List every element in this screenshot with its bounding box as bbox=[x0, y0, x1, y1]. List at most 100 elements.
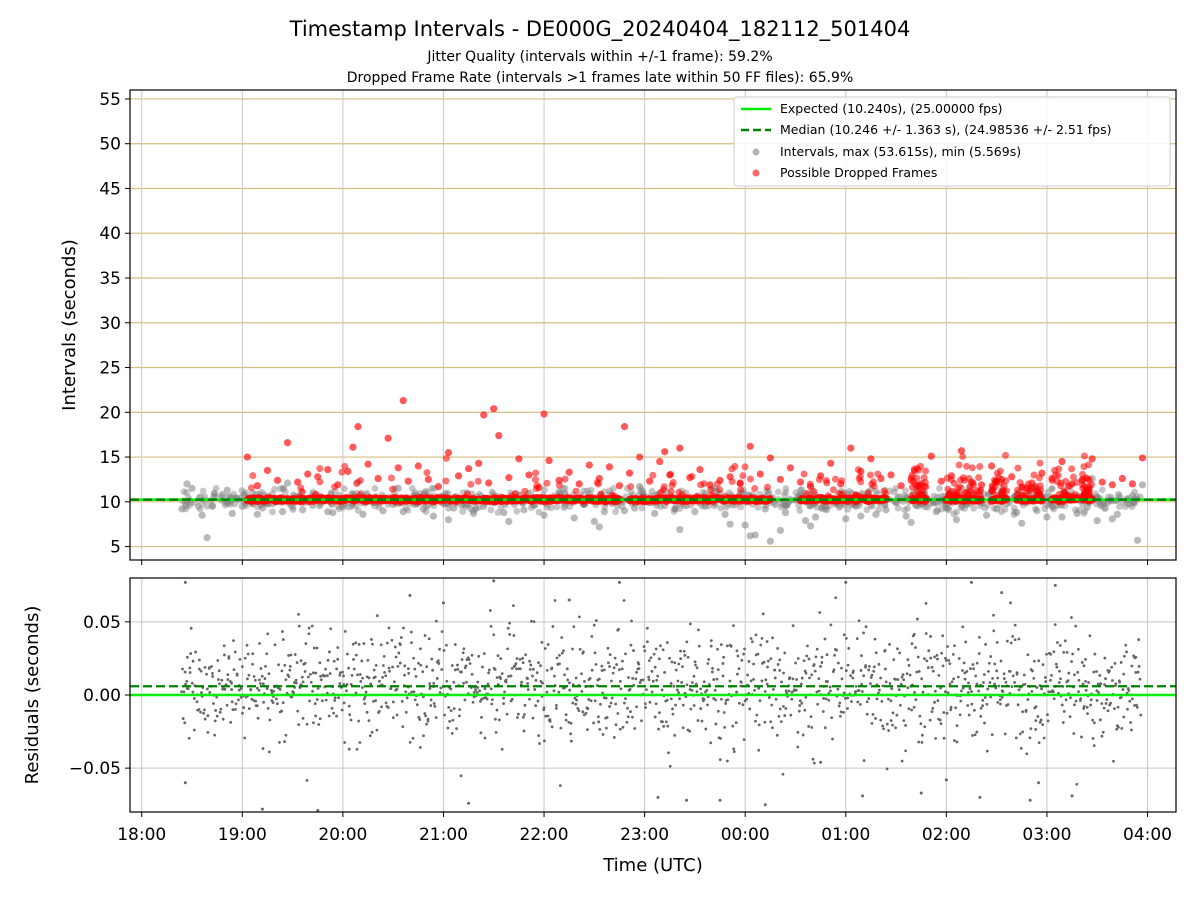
dropped-frame-point bbox=[913, 474, 921, 482]
residual-point bbox=[1052, 650, 1056, 654]
residual-point bbox=[923, 725, 927, 729]
residual-outlier-point bbox=[617, 580, 621, 584]
residual-point bbox=[999, 702, 1002, 706]
interval-point bbox=[424, 488, 432, 496]
interval-point bbox=[198, 511, 206, 519]
residual-point bbox=[305, 722, 309, 726]
residual-point bbox=[352, 667, 356, 671]
interval-point bbox=[230, 490, 238, 498]
interval-point bbox=[936, 484, 943, 492]
interval-point bbox=[857, 512, 865, 520]
residual-point bbox=[1080, 735, 1083, 739]
residual-point bbox=[702, 697, 706, 701]
residual-point bbox=[507, 674, 510, 678]
dropped-frame-point bbox=[741, 463, 749, 471]
residual-point bbox=[880, 700, 884, 703]
residual-point bbox=[1127, 689, 1131, 692]
dropped-frame-point bbox=[555, 476, 563, 484]
residual-point bbox=[526, 682, 530, 685]
residual-point bbox=[387, 626, 391, 630]
residual-point bbox=[713, 688, 717, 692]
interval-point bbox=[938, 505, 946, 513]
residual-point bbox=[377, 679, 381, 683]
residual-point bbox=[895, 713, 899, 717]
residual-point bbox=[995, 669, 999, 673]
interval-point bbox=[1048, 503, 1056, 511]
residual-point bbox=[820, 661, 824, 664]
residual-point bbox=[504, 680, 508, 684]
residual-point bbox=[946, 691, 950, 695]
dropped-frame-point bbox=[731, 462, 739, 470]
residual-point bbox=[518, 658, 522, 661]
interval-point bbox=[191, 499, 199, 507]
residual-point bbox=[553, 599, 557, 602]
residual-point bbox=[406, 667, 410, 671]
interval-point bbox=[570, 514, 578, 522]
dropped-frame-point bbox=[490, 405, 498, 413]
residual-point bbox=[191, 659, 195, 663]
interval-point bbox=[181, 500, 189, 508]
residual-point bbox=[1119, 696, 1123, 699]
residual-point bbox=[277, 663, 280, 667]
dropped-frame-point bbox=[615, 482, 624, 490]
residual-point bbox=[856, 700, 860, 704]
residual-point bbox=[846, 696, 850, 700]
residual-point bbox=[305, 779, 309, 782]
figure-title: Timestamp Intervals - DE000G_20240404_18… bbox=[289, 17, 911, 42]
interval-point bbox=[726, 520, 734, 528]
residual-point bbox=[574, 702, 578, 706]
dropped-frame-point bbox=[1128, 480, 1137, 488]
dropped-frame-point bbox=[667, 487, 675, 495]
residual-point bbox=[790, 697, 794, 701]
residual-point bbox=[946, 645, 949, 648]
residual-point bbox=[671, 707, 674, 711]
residual-point bbox=[928, 718, 932, 722]
residual-point bbox=[986, 687, 990, 691]
residual-point bbox=[892, 658, 896, 661]
residual-point bbox=[219, 707, 223, 711]
dropped-frame-point bbox=[751, 485, 759, 493]
residual-point bbox=[763, 720, 767, 724]
residual-point bbox=[797, 709, 801, 713]
residual-point bbox=[649, 656, 653, 660]
residual-point bbox=[432, 681, 436, 685]
residual-point bbox=[1064, 698, 1068, 702]
residual-point bbox=[732, 624, 735, 628]
residual-point bbox=[200, 691, 203, 695]
residual-point bbox=[958, 713, 962, 717]
residual-point bbox=[702, 680, 706, 684]
dropped-frame-point bbox=[572, 487, 580, 495]
residual-point bbox=[658, 711, 661, 715]
interval-point bbox=[299, 506, 307, 514]
residual-point bbox=[1089, 698, 1093, 702]
dropped-frame-point bbox=[1088, 480, 1096, 488]
residual-point bbox=[643, 649, 647, 653]
residual-point bbox=[654, 702, 658, 706]
residual-point bbox=[714, 698, 718, 702]
residual-point bbox=[255, 704, 259, 708]
residual-point bbox=[735, 690, 739, 694]
residual-point bbox=[303, 670, 307, 673]
interval-point bbox=[421, 487, 429, 495]
residual-point bbox=[914, 698, 918, 702]
dropped-frame-point bbox=[434, 482, 443, 491]
residual-point bbox=[1029, 727, 1033, 731]
residual-point bbox=[425, 722, 429, 726]
residual-point bbox=[283, 740, 287, 743]
interval-point bbox=[194, 503, 202, 510]
residual-point bbox=[487, 671, 491, 675]
residual-point bbox=[500, 672, 504, 675]
residual-point bbox=[399, 636, 403, 639]
residual-point bbox=[340, 708, 344, 712]
residual-point bbox=[408, 741, 412, 744]
interval-point bbox=[823, 506, 831, 514]
interval-point bbox=[1101, 505, 1108, 512]
residual-point bbox=[784, 689, 788, 693]
residual-point bbox=[278, 687, 282, 691]
residual-point bbox=[810, 673, 814, 677]
interval-point bbox=[590, 517, 598, 526]
interval-point bbox=[289, 503, 297, 511]
interval-point bbox=[836, 502, 844, 510]
interval-point bbox=[210, 489, 218, 497]
